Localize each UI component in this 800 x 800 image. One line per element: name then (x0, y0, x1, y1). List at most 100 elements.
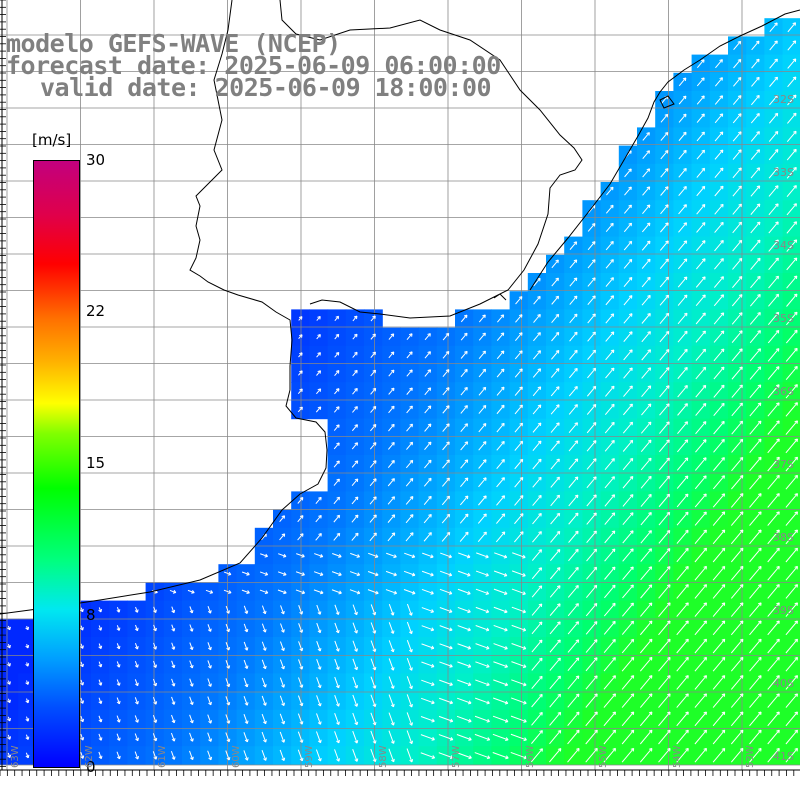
wind-arrow-head (685, 711, 689, 714)
wind-arrow-head (27, 699, 30, 703)
wind-arrow-head (283, 629, 285, 633)
wind-arrow-head (501, 495, 505, 498)
wind-arrow-head (228, 683, 231, 687)
wind-arrow-head (555, 350, 559, 352)
wind-arrow-head (756, 167, 760, 170)
wind-arrow (331, 571, 342, 576)
wind-arrow-head (500, 350, 504, 353)
wind-arrow-head (210, 701, 212, 705)
wind-arrow-head (356, 648, 358, 652)
wind-arrow-head (758, 638, 762, 641)
wind-arrow (370, 424, 377, 432)
wind-arrow-head (9, 717, 11, 722)
wind-arrow-head (794, 602, 798, 605)
wind-arrow (423, 496, 432, 505)
wind-arrow (587, 331, 596, 342)
wind-arrow (658, 693, 671, 708)
wind-arrow (658, 711, 671, 727)
wind-arrow-head (648, 493, 652, 496)
wind-arrow-head (610, 331, 614, 334)
wind-arrow (531, 730, 543, 744)
wind-arrow-head (301, 611, 304, 615)
wind-arrows (7, 22, 798, 763)
wind-arrow (243, 695, 248, 706)
wind-arrow-head (376, 590, 379, 594)
wind-arrow-head (173, 664, 176, 668)
wind-arrow-head (721, 584, 725, 586)
wind-arrow (80, 697, 84, 704)
wind-arrow-head (721, 675, 725, 677)
wind-arrow-head (357, 572, 361, 576)
wind-arrow (532, 368, 541, 378)
wind-arrow-head (557, 729, 561, 732)
wind-arrow-head (555, 295, 559, 298)
wind-arrow-head (756, 221, 761, 224)
wind-arrow (241, 571, 250, 576)
wind-arrow-head (667, 711, 671, 714)
wind-arrow-head (794, 438, 798, 441)
wind-arrow (712, 657, 726, 672)
wind-arrow-head (155, 664, 158, 668)
wind-arrow (730, 547, 744, 563)
wind-arrow-head (739, 511, 744, 514)
wind-arrow (731, 384, 743, 398)
wind-arrow (439, 588, 453, 595)
wind-arrow-head (630, 711, 634, 714)
wind-arrow (474, 752, 491, 759)
wind-arrow-head (137, 646, 139, 650)
wind-arrow-head (794, 402, 798, 405)
wind-arrow-head (667, 693, 671, 696)
wind-arrow-head (756, 203, 760, 206)
wind-arrow (604, 422, 615, 434)
wind-arrow (732, 239, 743, 252)
wind-arrow (492, 752, 509, 759)
wind-arrow-head (684, 511, 689, 514)
wind-arrow-head (665, 330, 669, 333)
wind-arrow-head (9, 626, 11, 630)
wind-arrow (171, 678, 175, 687)
wind-arrow-head (774, 40, 778, 43)
wind-arrow-head (774, 149, 778, 151)
wind-arrow (621, 620, 634, 635)
wind-arrow-head (758, 656, 762, 659)
wind-arrow (334, 713, 340, 725)
wind-arrow-head (372, 424, 376, 426)
wind-arrow (388, 748, 395, 763)
wind-arrow (512, 552, 526, 558)
wind-arrow-head (757, 348, 761, 351)
wind-arrow (533, 332, 541, 342)
wind-arrow (676, 675, 689, 690)
wind-arrow-head (486, 591, 490, 595)
wind-arrow-head (610, 313, 614, 316)
wind-arrow-head (685, 602, 689, 605)
wind-arrow (280, 623, 285, 633)
wind-arrow-head (758, 620, 762, 623)
wind-arrow-head (610, 385, 615, 388)
wind-arrow-head (647, 276, 651, 279)
wind-arrow-head (482, 441, 487, 443)
longitude-label: 59W (304, 745, 315, 768)
wind-arrow-head (374, 758, 377, 762)
wind-arrow-head (666, 421, 670, 424)
wind-arrow-head (739, 747, 744, 750)
wind-arrow (658, 675, 671, 690)
wind-arrow (225, 696, 230, 706)
wind-arrow-head (246, 665, 249, 669)
wind-arrow-head (646, 132, 650, 134)
wind-arrow-head (538, 531, 542, 533)
wind-arrow-head (719, 77, 723, 80)
wind-arrow (496, 350, 505, 360)
wind-arrow (298, 623, 303, 633)
wind-arrow (768, 185, 779, 197)
wind-arrow-head (411, 685, 413, 689)
wind-arrow-head (119, 719, 121, 723)
wind-arrow (225, 750, 230, 761)
wind-arrow (605, 349, 615, 361)
wind-arrow-head (593, 494, 597, 497)
wind-arrow (316, 604, 321, 615)
wind-arrow (676, 602, 689, 617)
wind-arrow (767, 438, 780, 454)
wind-arrow-head (100, 645, 103, 649)
wind-arrow (367, 571, 379, 576)
